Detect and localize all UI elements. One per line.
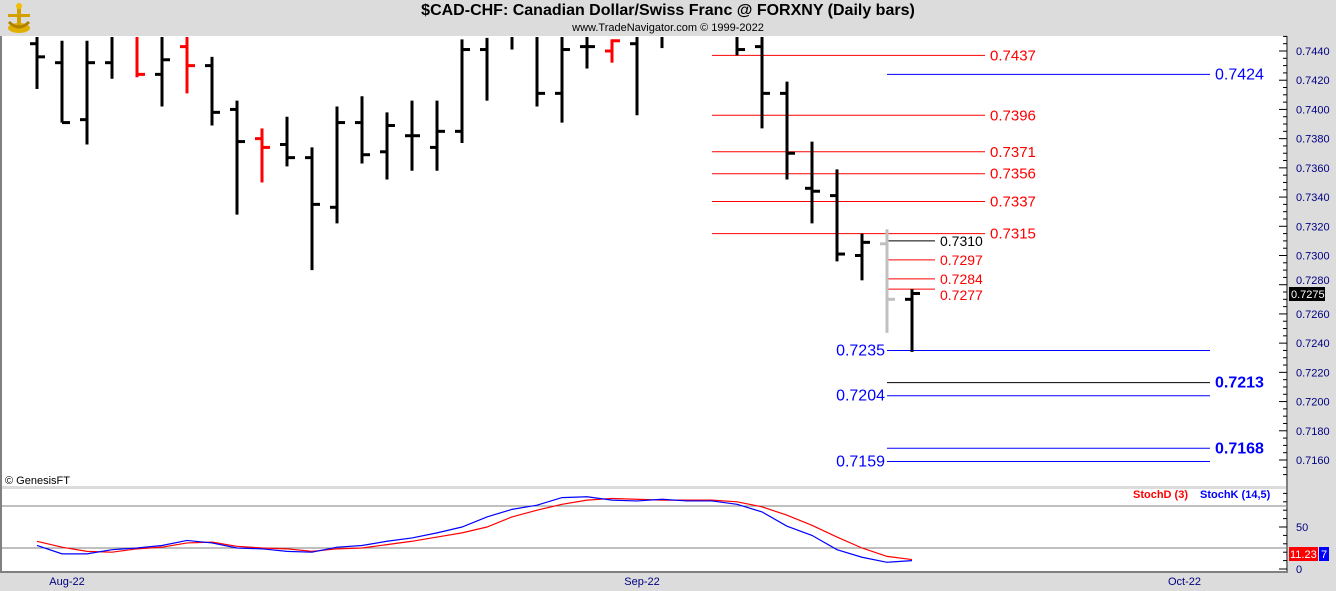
ohlc-bar bbox=[330, 106, 345, 224]
chart-title: $CAD-CHF: Canadian Dollar/Swiss Franc @ … bbox=[421, 2, 915, 19]
price-level-label: 0.7159 bbox=[836, 453, 885, 470]
copyright-label: © GenesisFT bbox=[5, 475, 70, 487]
price-level-label: 0.7310 bbox=[940, 233, 983, 249]
stochastic-panel: 50 0 bbox=[0, 492, 1308, 576]
stoch-plot-background bbox=[0, 489, 1287, 572]
legend-stochd: StochD (3) bbox=[1133, 489, 1188, 501]
ohlc-bar bbox=[755, 37, 770, 129]
legend-stochk: StochK (14,5) bbox=[1200, 489, 1271, 501]
price-level-label: 0.7356 bbox=[990, 166, 1036, 183]
price-level-label: 0.7337 bbox=[990, 193, 1036, 210]
stoch-tick-label: 50 bbox=[1296, 522, 1308, 534]
chart-header: $CAD-CHF: Canadian Dollar/Swiss Franc @ … bbox=[0, 0, 1336, 36]
ohlc-bar bbox=[135, 37, 145, 78]
ohlc-bar bbox=[735, 37, 745, 56]
price-axis[interactable]: 0.7160 0.7180 0.7200 0.7220 0.7240 0.7260 0.72… bbox=[1279, 35, 1330, 476]
ohlc-bar bbox=[55, 40, 70, 125]
price-level-label: 0.7213 bbox=[1215, 375, 1264, 392]
price-level-label: 0.7168 bbox=[1215, 440, 1264, 457]
price-tick-label: 0.7440 bbox=[1296, 46, 1330, 58]
ohlc-bar bbox=[205, 56, 220, 126]
ohlc-bar bbox=[430, 100, 445, 171]
price-plot-background bbox=[0, 36, 1287, 486]
stochk-last-value: 7 bbox=[1321, 549, 1327, 561]
ohlc-bar bbox=[105, 37, 114, 79]
ohlc-bar bbox=[510, 37, 514, 50]
price-tick-label: 0.7320 bbox=[1296, 221, 1330, 233]
ohlc-bar bbox=[280, 116, 295, 167]
price-tick-label: 0.7180 bbox=[1296, 426, 1330, 438]
ohlc-bar bbox=[355, 96, 370, 164]
chart-subtitle: www.TradeNavigator.com © 1999-2022 bbox=[572, 22, 764, 34]
ohlc-bar bbox=[405, 100, 420, 171]
price-tick-label: 0.7160 bbox=[1296, 455, 1330, 467]
price-tick-label: 0.7240 bbox=[1296, 338, 1330, 350]
price-tick-label: 0.7340 bbox=[1296, 192, 1330, 204]
ohlc-bar bbox=[805, 141, 820, 224]
stochd-last-value: 11.23 bbox=[1290, 549, 1317, 561]
ohlc-bar bbox=[155, 37, 170, 107]
ohlc-bar bbox=[780, 81, 795, 180]
ohlc-bar bbox=[230, 100, 245, 215]
date-axis: Aug-22 Sep-22 Oct-22 bbox=[49, 576, 1201, 588]
price-tick-label: 0.7380 bbox=[1296, 134, 1330, 146]
price-levels: 0.7437 0.7396 0.7371 0.7356 0.7337 0.7315 0.73… bbox=[712, 47, 1264, 470]
panel-separator[interactable] bbox=[0, 486, 1287, 489]
price-level-label: 0.7315 bbox=[990, 226, 1036, 243]
ohlc-bar bbox=[455, 39, 470, 144]
ohlc-bar bbox=[480, 37, 489, 101]
price-tick-label: 0.7260 bbox=[1296, 309, 1330, 321]
ohlc-bar bbox=[880, 229, 895, 333]
ohlc-bar bbox=[30, 37, 45, 89]
price-tick-label: 0.7400 bbox=[1296, 104, 1330, 116]
ohlc-bar bbox=[180, 37, 195, 94]
price-tick-label: 0.7220 bbox=[1296, 367, 1330, 379]
date-tick-label: Oct-22 bbox=[1168, 576, 1201, 588]
price-level-label: 0.7396 bbox=[990, 107, 1036, 124]
price-tick-label: 0.7280 bbox=[1296, 275, 1330, 287]
date-tick-label: Sep-22 bbox=[624, 576, 659, 588]
price-tick-label: 0.7300 bbox=[1296, 250, 1330, 262]
price-level-label: 0.7277 bbox=[940, 287, 983, 303]
price-level-label: 0.7204 bbox=[836, 388, 885, 405]
price-level-label: 0.7297 bbox=[940, 252, 983, 268]
ohlc-bar bbox=[830, 169, 845, 262]
stoch-tick-label: 0 bbox=[1296, 564, 1302, 576]
ohlc-bar bbox=[630, 37, 639, 116]
ohlc-bar bbox=[605, 39, 620, 63]
ohlc-bar bbox=[580, 37, 595, 69]
stochd-line bbox=[36, 497, 913, 561]
price-level-label: 0.7424 bbox=[1215, 66, 1264, 83]
stoch-value-badges: 11.23 7 bbox=[1289, 547, 1329, 561]
price-level-label: 0.7284 bbox=[940, 271, 983, 287]
last-price-badge: 0.7275 bbox=[1289, 287, 1325, 301]
ohlc-bar bbox=[380, 112, 395, 180]
ohlc-bar bbox=[255, 128, 270, 183]
price-tick-label: 0.7200 bbox=[1296, 397, 1330, 409]
price-bars bbox=[30, 37, 920, 352]
ohlc-bar bbox=[660, 37, 664, 49]
ohlc-bar bbox=[305, 147, 320, 271]
price-tick-label: 0.7420 bbox=[1296, 75, 1330, 87]
ohlc-bar bbox=[80, 40, 95, 145]
last-price-value: 0.7275 bbox=[1291, 289, 1325, 301]
ohlc-bar bbox=[905, 289, 920, 352]
ohlc-bar bbox=[535, 37, 545, 107]
price-tick-label: 0.7360 bbox=[1296, 163, 1330, 175]
ohlc-bar bbox=[855, 233, 870, 281]
price-level-label: 0.7437 bbox=[990, 47, 1036, 64]
price-level-label: 0.7371 bbox=[990, 144, 1036, 161]
trade-navigator-logo-icon bbox=[4, 2, 34, 34]
ohlc-bar bbox=[555, 37, 570, 123]
price-level-label: 0.7235 bbox=[836, 342, 885, 359]
stochk-line bbox=[36, 496, 913, 563]
date-tick-label: Aug-22 bbox=[49, 576, 84, 588]
